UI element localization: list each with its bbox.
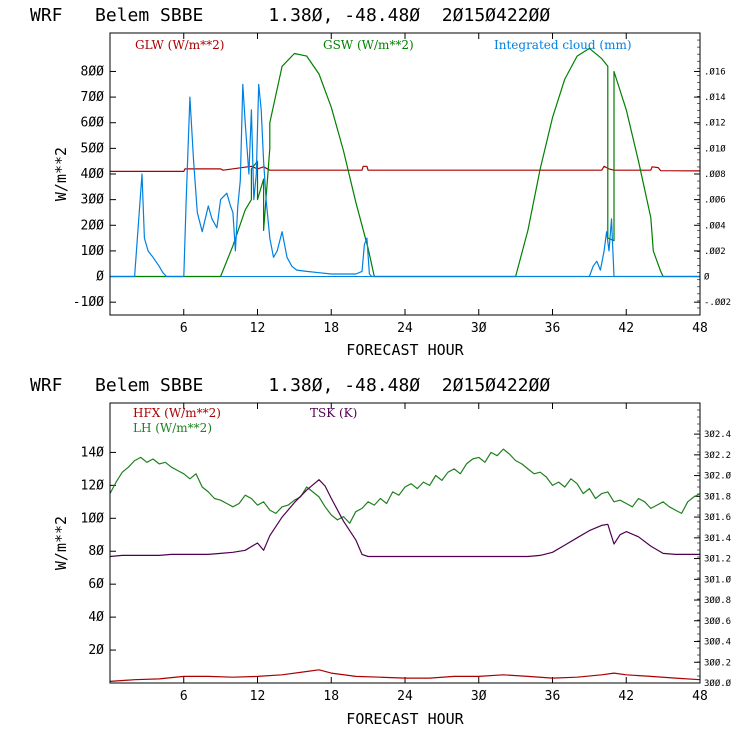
top-right-tick-label: .Ø12 <box>704 118 726 129</box>
bottom-legend-hfx: HFX (W/m**2) <box>133 406 221 420</box>
bottom-right-tick-label: 3Ø1.8 <box>704 491 731 502</box>
top-chart-frame <box>109 32 701 316</box>
top-y-tick-label: 6ØØ <box>81 116 105 131</box>
bottom-x-tick-label: 36 <box>545 689 561 704</box>
bottom-series-0 <box>109 669 701 682</box>
top-y-tick-label: 1ØØ <box>81 244 105 259</box>
top-x-tick-label: 12 <box>250 321 266 336</box>
top-y-tick-label: 3ØØ <box>81 193 105 208</box>
bottom-right-tick-label: 3Ø2.Ø <box>704 471 732 482</box>
top-y-tick-label: 5ØØ <box>81 141 105 156</box>
top-series-1 <box>110 47 700 278</box>
bottom-y-tick-label: 6Ø <box>88 577 104 592</box>
top-right-tick-label: -.ØØ2 <box>704 297 731 308</box>
top-y-tick-label: 2ØØ <box>81 218 105 233</box>
bottom-right-tick-label: 3ØØ.8 <box>704 595 731 606</box>
bottom-y-tick-label: 4Ø <box>88 610 104 625</box>
bottom-legend-lh: LH (W/m**2) <box>133 421 212 435</box>
top-legend-cloud: Integrated cloud (mm) <box>494 38 632 52</box>
bottom-x-tick-label: 24 <box>397 689 413 704</box>
bottom-right-tick-label: 3Ø2.4 <box>704 429 731 440</box>
bottom-x-axis-label: FORECAST HOUR <box>346 710 464 728</box>
top-x-tick-label: 24 <box>397 321 413 336</box>
top-x-tick-label: 48 <box>692 321 708 336</box>
top-right-tick-label: Ø <box>704 272 710 283</box>
top-chart-title: WRF Belem SBBE 1.38Ø, -48.48Ø 2Ø15Ø422ØØ <box>30 5 550 26</box>
top-right-tick-label: .Ø1Ø <box>704 143 726 154</box>
top-x-axis-label: FORECAST HOUR <box>346 341 464 359</box>
bottom-y-tick-label: 14Ø <box>81 445 105 460</box>
top-series-0 <box>110 165 701 172</box>
bottom-chart-title: WRF Belem SBBE 1.38Ø, -48.48Ø 2Ø15Ø422ØØ <box>30 375 550 396</box>
top-x-tick-label: 3Ø <box>471 321 487 336</box>
bottom-y-axis-label: W/m**2 <box>52 516 70 570</box>
bottom-legend-tsk: TSK (K) <box>310 406 357 420</box>
bottom-x-tick-label: 18 <box>323 689 339 704</box>
bottom-series-2 <box>109 479 700 558</box>
bottom-right-tick-label: 3Ø1.2 <box>704 554 731 565</box>
top-legend-gsw: GSW (W/m**2) <box>323 38 414 52</box>
bottom-x-tick-label: 48 <box>692 689 708 704</box>
bottom-right-tick-label: 3Ø1.6 <box>704 512 731 523</box>
top-x-tick-label: 42 <box>618 321 634 336</box>
bottom-chart: WRF Belem SBBE 1.38Ø, -48.48Ø 2Ø15Ø422ØØ… <box>30 375 732 728</box>
top-y-axis-label: W/m**2 <box>52 147 70 201</box>
bottom-chart-series <box>109 448 701 682</box>
bottom-right-tick-label: 3ØØ.Ø <box>704 678 732 689</box>
top-right-tick-label: .ØØ4 <box>704 220 726 231</box>
top-x-tick-label: 6 <box>180 321 188 336</box>
bottom-right-tick-label: 3Ø1.Ø <box>704 574 732 585</box>
bottom-y-tick-label: 1ØØ <box>81 511 105 526</box>
top-y-tick-label: 4ØØ <box>81 167 105 182</box>
bottom-x-tick-label: 12 <box>250 689 266 704</box>
top-legend-glw: GLW (W/m**2) <box>135 38 224 52</box>
top-right-tick-label: .ØØ2 <box>704 246 726 257</box>
top-right-tick-label: .ØØ6 <box>704 195 726 206</box>
top-x-tick-label: 36 <box>545 321 561 336</box>
bottom-series-1 <box>109 448 701 524</box>
bottom-x-tick-label: 6 <box>180 689 188 704</box>
bottom-x-tick-label: 42 <box>618 689 634 704</box>
top-right-tick-label: .Ø16 <box>704 66 726 77</box>
top-x-tick-label: 18 <box>323 321 339 336</box>
top-right-tick-label: .ØØ8 <box>704 169 726 180</box>
top-y-tick-label: -1ØØ <box>73 295 104 310</box>
bottom-y-tick-label: 2Ø <box>88 643 104 658</box>
bottom-x-tick-label: 3Ø <box>471 689 487 704</box>
bottom-right-tick-label: 3Ø1.4 <box>704 533 731 544</box>
top-chart-ticks: 6 12 18 24 3Ø 36 42 48 -1ØØ Ø 1ØØ 2ØØ 3ØØ 4ØØ 5ØØ 6ØØ 7Ø… <box>73 32 731 336</box>
bottom-right-tick-label: 3ØØ.4 <box>704 637 731 648</box>
bottom-y-tick-label: 8Ø <box>88 544 104 559</box>
top-series-2 <box>110 83 700 278</box>
top-y-tick-label: Ø <box>96 270 104 285</box>
top-chart: WRF Belem SBBE 1.38Ø, -48.48Ø 2Ø15Ø422ØØ… <box>30 5 731 359</box>
bottom-right-tick-label: 3ØØ.6 <box>704 616 731 627</box>
bottom-chart-frame <box>109 402 701 684</box>
bottom-right-tick-label: 3Ø2.2 <box>704 450 731 461</box>
top-y-tick-label: 7ØØ <box>81 90 105 105</box>
bottom-y-tick-label: 12Ø <box>81 478 105 493</box>
bottom-chart-ticks: 6 12 18 24 3Ø 36 42 48 2Ø 4Ø 6Ø 8Ø 1ØØ 12Ø 14Ø 3ØØ.Ø 3ØØ… <box>81 402 732 704</box>
top-y-tick-label: 8ØØ <box>81 64 105 79</box>
bottom-right-tick-label: 3ØØ.2 <box>704 657 731 668</box>
top-right-tick-label: .Ø14 <box>704 92 726 103</box>
top-chart-series <box>110 47 701 278</box>
